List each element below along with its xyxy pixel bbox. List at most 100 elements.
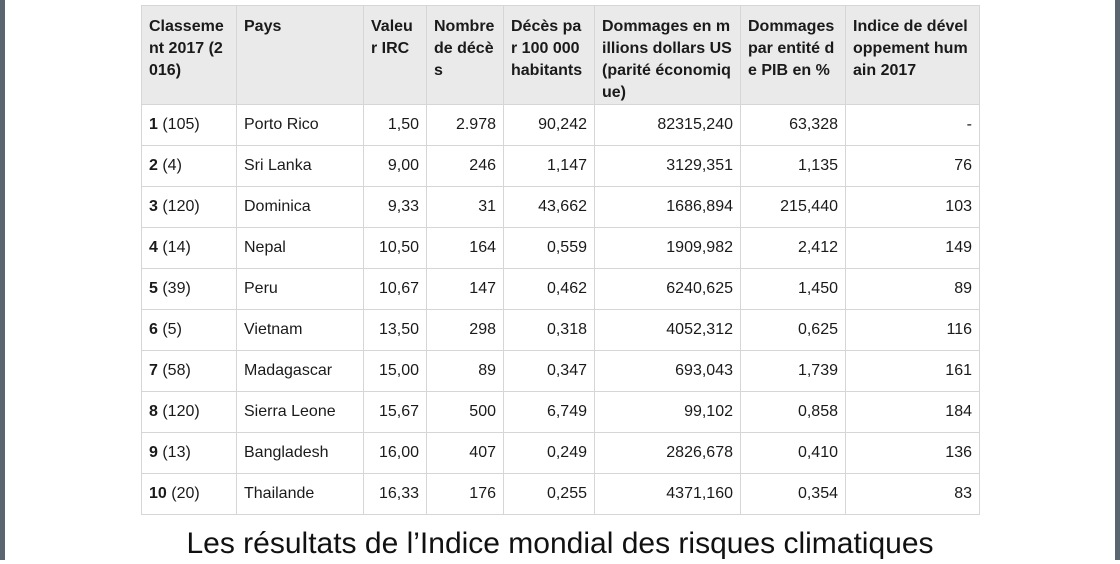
country-cell: Sierra Leone [236,391,364,433]
hdi-cell: 83 [845,473,980,515]
hdi-cell: 89 [845,268,980,310]
deaths-cell: 500 [426,391,504,433]
rank-cell: 4 (14) [141,227,237,269]
rank-value: 3 [149,198,158,215]
irc-cell: 10,50 [363,227,427,269]
country-cell: Nepal [236,227,364,269]
deaths-per-100k-cell: 0,318 [503,309,595,351]
previous-rank: (58) [157,362,191,379]
climate-risk-table: Classement 2017 (2016) Pays Valeur IRC N… [141,5,980,515]
rank-value: 5 [149,280,158,297]
deaths-cell: 89 [426,350,504,392]
hdi-cell: 149 [845,227,980,269]
hdi-cell: 184 [845,391,980,433]
hdi-cell: 103 [845,186,980,228]
damages-gdp-cell: 0,410 [740,432,846,474]
hdi-cell: 76 [845,145,980,187]
rank-cell: 6 (5) [141,309,237,351]
header-rank: Classement 2017 (2016) [141,5,237,105]
header-deaths: Nombre de décès [426,5,504,105]
table-row: 4 (14) Nepal 10,50 164 0,559 1909,982 2,… [141,227,980,269]
deaths-cell: 2.978 [426,104,504,146]
deaths-cell: 407 [426,432,504,474]
country-cell: Peru [236,268,364,310]
irc-cell: 16,33 [363,473,427,515]
previous-rank: (5) [157,321,182,338]
deaths-cell: 298 [426,309,504,351]
header-row: Classement 2017 (2016) Pays Valeur IRC N… [141,5,980,105]
header-damages-gdp: Dommages par entité de PIB en % [740,5,846,105]
table-row: 10 (20) Thailande 16,33 176 0,255 4371,1… [141,473,980,515]
right-frame-border [1115,0,1120,560]
country-cell: Bangladesh [236,432,364,474]
irc-cell: 16,00 [363,432,427,474]
previous-rank: (39) [157,280,191,297]
previous-rank: (120) [157,403,200,420]
table-row: 1 (105) Porto Rico 1,50 2.978 90,242 823… [141,104,980,146]
country-cell: Dominica [236,186,364,228]
rank-cell: 3 (120) [141,186,237,228]
table-row: 3 (120) Dominica 9,33 31 43,662 1686,894… [141,186,980,228]
rank-cell: 5 (39) [141,268,237,310]
deaths-cell: 246 [426,145,504,187]
table-row: 8 (120) Sierra Leone 15,67 500 6,749 99,… [141,391,980,433]
rank-value: 4 [149,239,158,256]
header-irc-value: Valeur IRC [363,5,427,105]
deaths-per-100k-cell: 0,559 [503,227,595,269]
damages-gdp-cell: 1,450 [740,268,846,310]
deaths-per-100k-cell: 0,249 [503,432,595,474]
previous-rank: (13) [157,444,191,461]
rank-value: 2 [149,157,158,174]
hdi-cell: 136 [845,432,980,474]
deaths-cell: 176 [426,473,504,515]
table-row: 9 (13) Bangladesh 16,00 407 0,249 2826,6… [141,432,980,474]
table-row: 7 (58) Madagascar 15,00 89 0,347 693,043… [141,350,980,392]
irc-cell: 9,33 [363,186,427,228]
irc-cell: 1,50 [363,104,427,146]
country-cell: Vietnam [236,309,364,351]
header-deaths-per-100k: Décès par 100 000 habitants [503,5,595,105]
irc-cell: 13,50 [363,309,427,351]
damages-gdp-cell: 2,412 [740,227,846,269]
left-frame-border [0,0,5,560]
irc-cell: 10,67 [363,268,427,310]
deaths-per-100k-cell: 6,749 [503,391,595,433]
rank-value: 10 [149,485,167,502]
damages-cell: 1686,894 [594,186,741,228]
rank-value: 1 [149,116,158,133]
rank-cell: 9 (13) [141,432,237,474]
hdi-cell: - [845,104,980,146]
header-damages-musd: Dommages en millions dollars US (parité … [594,5,741,105]
damages-cell: 3129,351 [594,145,741,187]
rank-cell: 1 (105) [141,104,237,146]
damages-cell: 1909,982 [594,227,741,269]
damages-gdp-cell: 63,328 [740,104,846,146]
previous-rank: (105) [157,116,200,133]
previous-rank: (14) [157,239,191,256]
rank-value: 8 [149,403,158,420]
previous-rank: (20) [166,485,200,502]
rank-value: 6 [149,321,158,338]
country-cell: Porto Rico [236,104,364,146]
damages-cell: 2826,678 [594,432,741,474]
rank-value: 9 [149,444,158,461]
damages-cell: 99,102 [594,391,741,433]
damages-cell: 6240,625 [594,268,741,310]
damages-cell: 82315,240 [594,104,741,146]
deaths-per-100k-cell: 43,662 [503,186,595,228]
rank-value: 7 [149,362,158,379]
damages-gdp-cell: 1,135 [740,145,846,187]
hdi-cell: 116 [845,309,980,351]
table-row: 6 (5) Vietnam 13,50 298 0,318 4052,312 0… [141,309,980,351]
deaths-per-100k-cell: 0,462 [503,268,595,310]
country-cell: Thailande [236,473,364,515]
table-caption: Les résultats de l’Indice mondial des ri… [186,527,934,560]
damages-gdp-cell: 0,354 [740,473,846,515]
country-cell: Sri Lanka [236,145,364,187]
previous-rank: (120) [157,198,200,215]
header-country: Pays [236,5,364,105]
rank-cell: 10 (20) [141,473,237,515]
damages-cell: 4052,312 [594,309,741,351]
deaths-cell: 164 [426,227,504,269]
deaths-cell: 147 [426,268,504,310]
